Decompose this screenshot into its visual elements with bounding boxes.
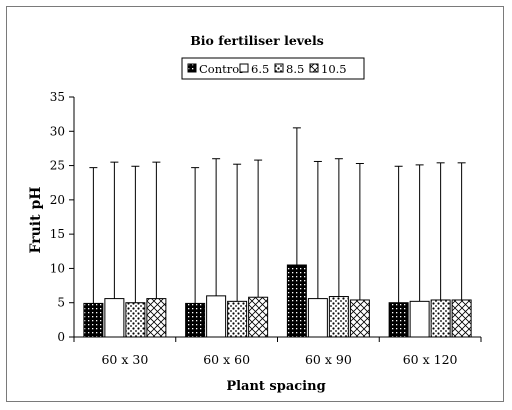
bar [83,302,104,338]
chart-title: Bio fertiliser levels [190,33,324,48]
y-tick-label: 15 [50,227,65,241]
legend-swatch [274,63,284,73]
y-tick-label: 20 [50,193,65,207]
bar-chart: Bio fertiliser levels Control 6.5 8.5 10.5 … [28,33,482,394]
chart-frame: Bio fertiliser levels Control 6.5 8.5 10.5 … [6,6,504,402]
legend-swatch [309,63,319,73]
legend-label: Control [199,62,243,76]
bar [146,298,167,338]
legend-label: 6.5 [251,62,269,76]
plot-area: 0 5 10 15 20 25 30 35 60 x 30 60 x 60 60 x 90 60 x … [50,90,482,367]
y-tick-label: 5 [57,296,65,310]
x-axis-label: Plant spacing [226,379,325,394]
bar [104,298,125,338]
x-tick-label: 60 x 90 [305,352,352,367]
bar [349,299,370,338]
bar [185,302,206,338]
y-axis-label: Fruit pH [28,187,44,254]
y-tick-label: 35 [50,90,65,104]
y-tick-label: 25 [50,159,65,173]
bar [286,264,307,338]
legend-swatch [187,63,197,73]
bar [328,296,349,338]
legend: Control 6.5 8.5 10.5 [181,57,365,80]
bar [430,299,451,338]
legend-swatch [239,63,249,73]
bar [227,300,248,338]
legend-label: 10.5 [321,62,347,76]
bar [125,302,146,338]
bar [388,302,409,338]
x-tick-label: 60 x 60 [203,352,250,367]
x-tick-label: 60 x 120 [403,352,458,367]
y-tick-label: 30 [50,124,65,138]
bar [307,298,328,338]
bar [248,296,269,338]
bar [206,295,227,338]
legend-box [181,57,365,80]
legend-label: 8.5 [286,62,304,76]
y-tick-label: 0 [57,330,65,344]
bar [409,300,430,338]
x-tick-label: 60 x 30 [101,352,148,367]
y-tick-label: 10 [50,261,65,275]
bar [451,299,472,338]
